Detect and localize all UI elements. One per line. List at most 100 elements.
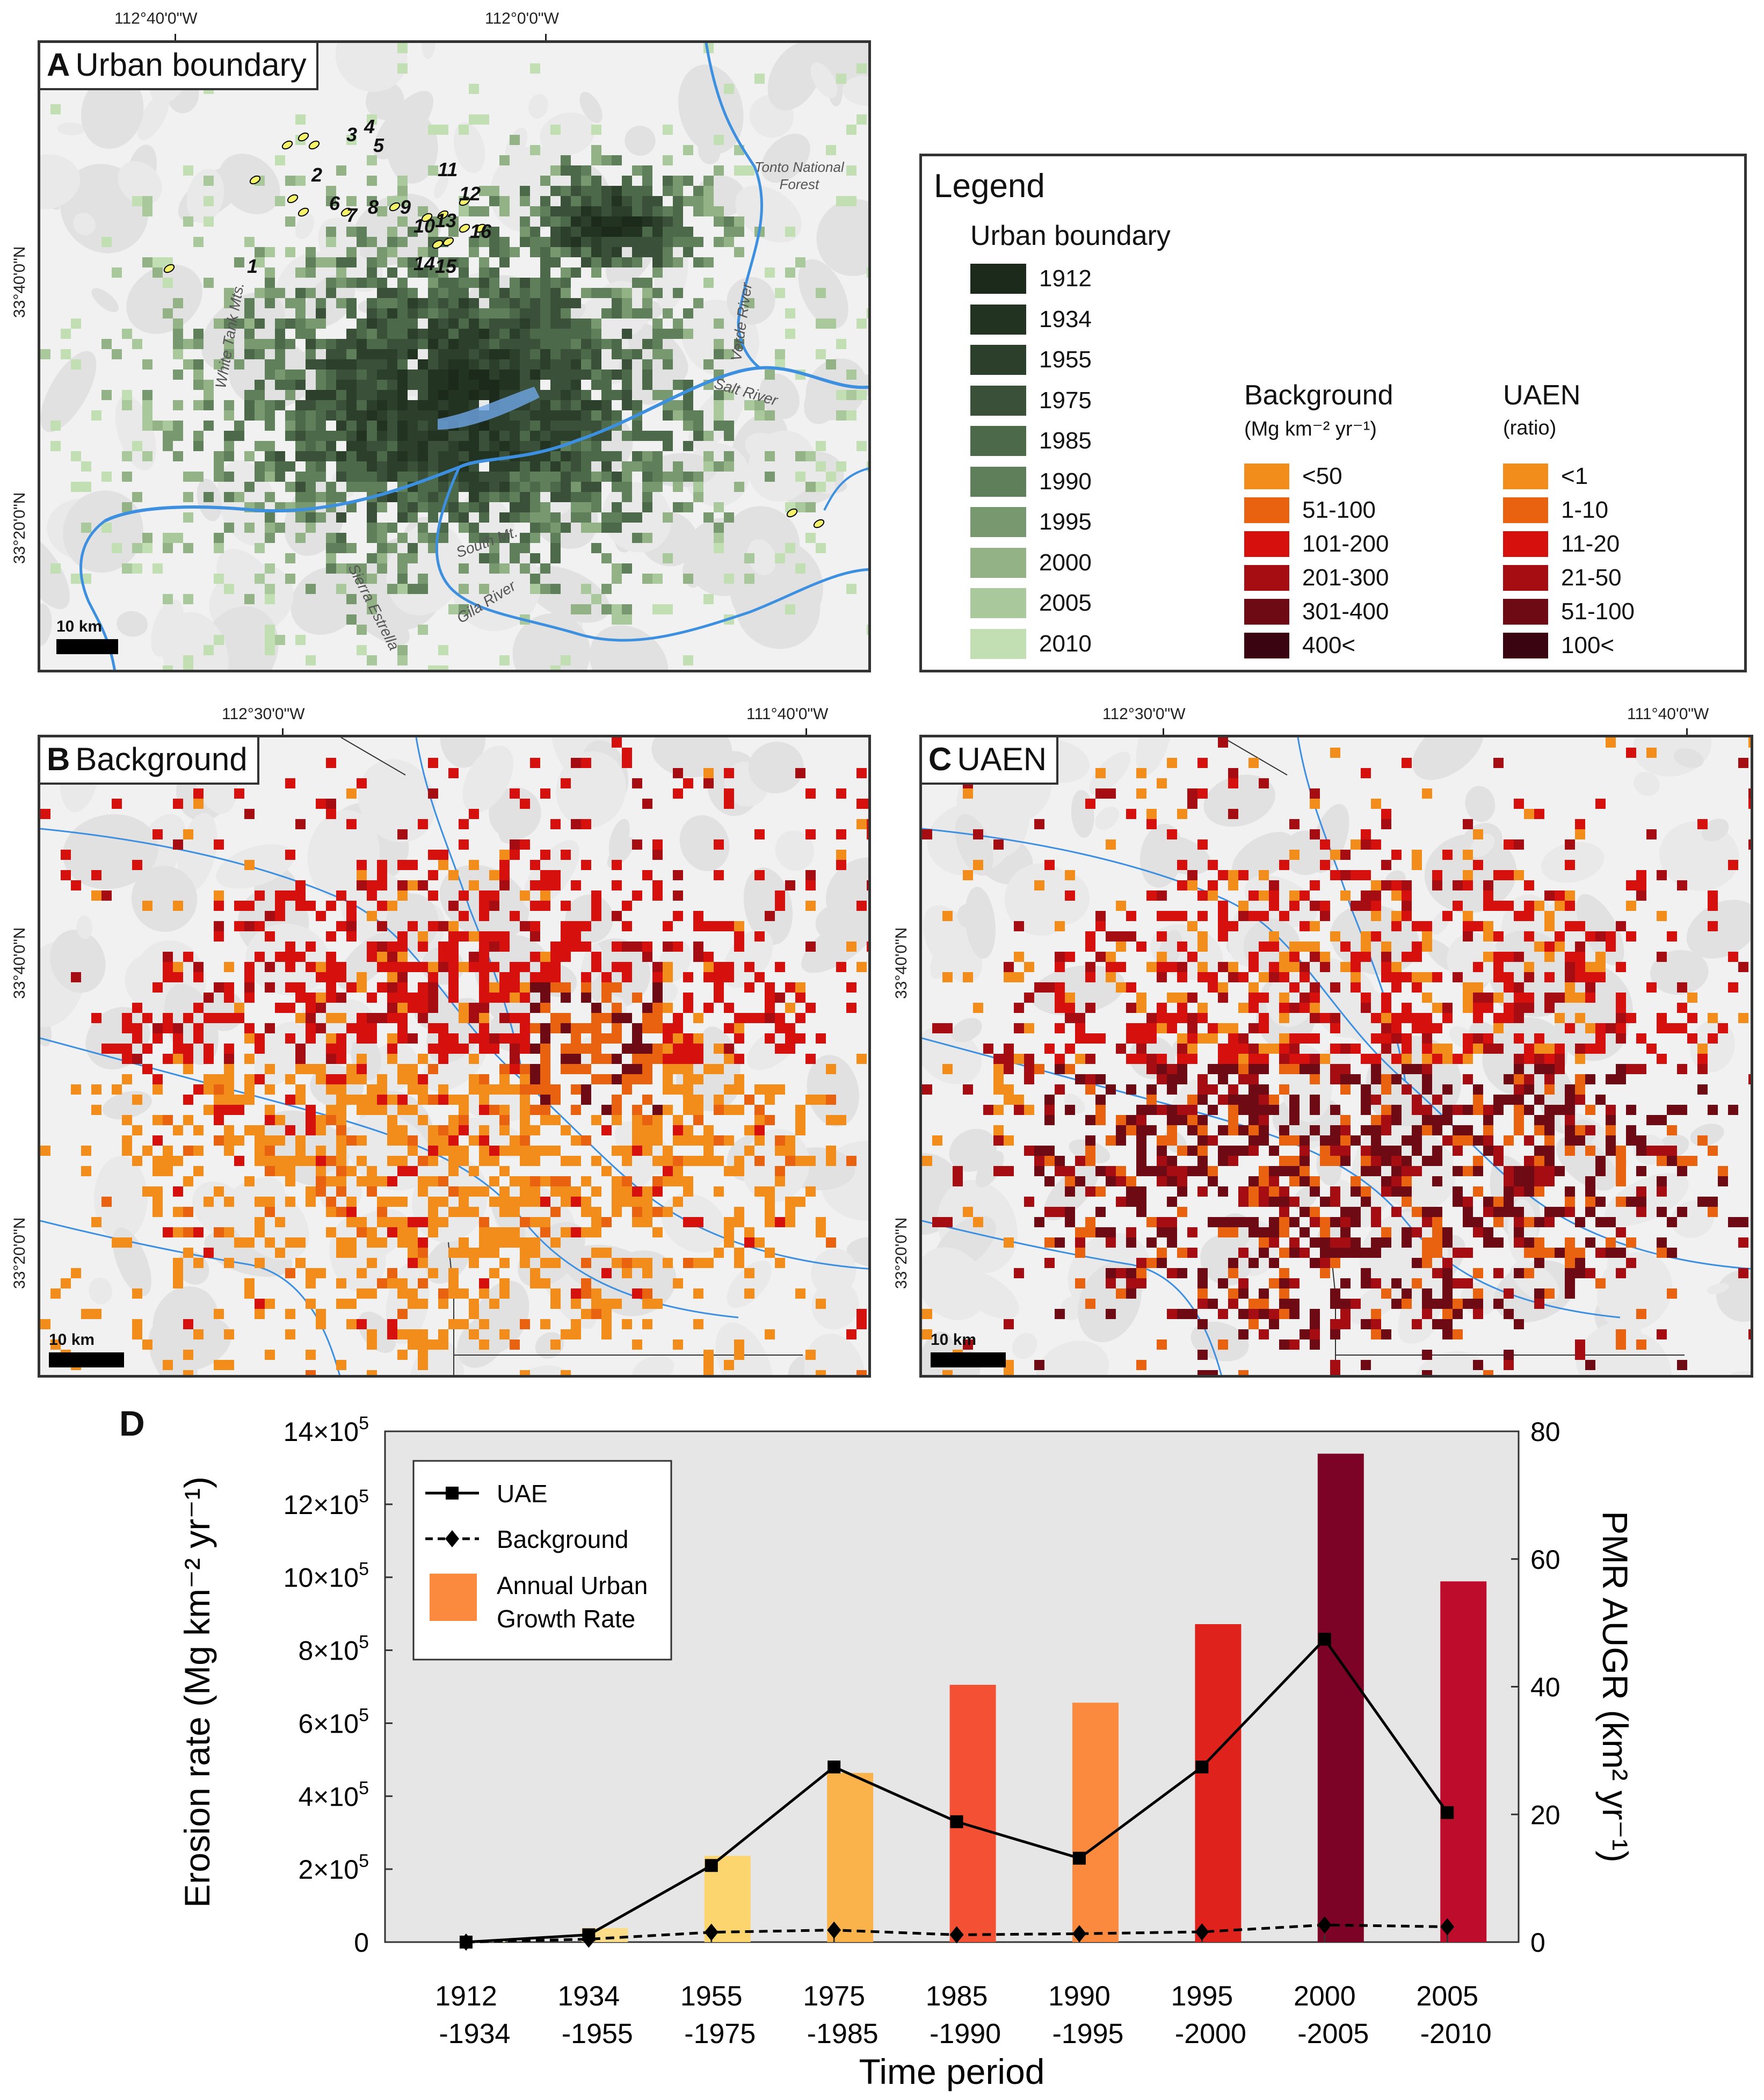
risk-cell bbox=[1687, 1013, 1697, 1023]
risk-cell bbox=[61, 870, 71, 880]
risk-cell bbox=[642, 1074, 652, 1084]
urban-cell bbox=[428, 461, 438, 472]
risk-cell bbox=[1616, 1156, 1626, 1166]
risk-cell bbox=[591, 952, 601, 962]
risk-cell bbox=[693, 1115, 703, 1125]
risk-cell bbox=[193, 1227, 204, 1237]
urban-cell bbox=[224, 492, 234, 502]
risk-cell bbox=[163, 1156, 173, 1166]
risk-cell bbox=[1473, 860, 1483, 870]
risk-cell bbox=[1269, 942, 1279, 952]
urban-cell bbox=[224, 472, 234, 482]
risk-cell bbox=[367, 1288, 377, 1299]
risk-cell bbox=[724, 972, 734, 982]
risk-cell bbox=[438, 1299, 448, 1309]
risk-cell bbox=[316, 1074, 326, 1084]
risk-cell bbox=[193, 788, 204, 799]
risk-cell bbox=[1085, 1299, 1095, 1309]
risk-cell bbox=[1218, 982, 1228, 993]
urban-cell bbox=[530, 492, 540, 502]
risk-cell bbox=[571, 1227, 581, 1237]
urban-cell bbox=[316, 380, 326, 390]
risk-cell bbox=[510, 962, 520, 972]
urban-cell bbox=[306, 329, 316, 339]
risk-cell bbox=[1391, 962, 1402, 972]
risk-cell bbox=[173, 1227, 183, 1237]
urban-cell bbox=[540, 247, 550, 257]
risk-cell bbox=[693, 1156, 703, 1166]
terrain-relief bbox=[1035, 1341, 1109, 1375]
urban-cell bbox=[520, 196, 530, 206]
risk-cell bbox=[397, 1288, 408, 1299]
risk-cell bbox=[1473, 1095, 1483, 1105]
risk-cell bbox=[510, 850, 520, 860]
risk-cell bbox=[765, 1207, 775, 1217]
risk-cell bbox=[1422, 1013, 1432, 1023]
urban-cell bbox=[663, 176, 673, 186]
risk-cell bbox=[1106, 839, 1116, 850]
risk-cell bbox=[214, 1115, 224, 1125]
risk-cell bbox=[1310, 880, 1320, 890]
risk-cell bbox=[418, 1013, 428, 1023]
risk-cell bbox=[265, 1207, 275, 1217]
risk-cell bbox=[336, 1095, 346, 1105]
risk-cell bbox=[1095, 1227, 1106, 1237]
risk-cell bbox=[81, 1166, 91, 1176]
risk-cell bbox=[357, 1156, 367, 1166]
risk-cell bbox=[652, 1044, 663, 1054]
urban-cell bbox=[479, 431, 489, 441]
urban-cell bbox=[581, 329, 591, 339]
risk-cell bbox=[448, 931, 459, 942]
risk-cell bbox=[61, 850, 71, 860]
risk-cell bbox=[408, 880, 418, 890]
urban-cell bbox=[601, 308, 612, 318]
risk-cell bbox=[714, 1105, 724, 1115]
risk-cell bbox=[285, 778, 295, 788]
risk-cell bbox=[520, 839, 530, 850]
urban-cell bbox=[428, 512, 438, 523]
risk-cell bbox=[1177, 972, 1187, 982]
risk-cell bbox=[316, 799, 326, 809]
urban-cell bbox=[50, 104, 61, 114]
risk-cell bbox=[867, 799, 868, 809]
risk-cell bbox=[1310, 1125, 1320, 1135]
risk-cell bbox=[1228, 1288, 1238, 1299]
risk-cell bbox=[418, 1176, 428, 1186]
urban-cell bbox=[622, 563, 632, 574]
risk-cell bbox=[1381, 1074, 1391, 1084]
urban-cell bbox=[418, 370, 428, 380]
risk-cell bbox=[367, 1329, 377, 1339]
risk-cell bbox=[275, 890, 285, 901]
risk-cell bbox=[1136, 1135, 1146, 1146]
risk-cell bbox=[1463, 819, 1473, 829]
urban-cell bbox=[550, 186, 561, 196]
risk-cell bbox=[1738, 1217, 1748, 1227]
risk-cell bbox=[1157, 1227, 1167, 1237]
risk-cell bbox=[1259, 1095, 1269, 1105]
risk-cell bbox=[642, 1319, 652, 1329]
risk-cell bbox=[1116, 982, 1126, 993]
urban-cell bbox=[214, 451, 224, 461]
urban-cell bbox=[438, 267, 448, 278]
risk-cell bbox=[1055, 921, 1065, 931]
risk-cell bbox=[1157, 1217, 1167, 1227]
risk-cell bbox=[1361, 1156, 1371, 1166]
risk-cell bbox=[418, 982, 428, 993]
urban-cell bbox=[397, 278, 408, 288]
risk-cell bbox=[805, 1054, 816, 1064]
urban-cell bbox=[244, 237, 255, 247]
risk-cell bbox=[622, 1146, 632, 1156]
risk-cell bbox=[459, 1248, 469, 1258]
urban-cell bbox=[418, 451, 428, 461]
risk-cell bbox=[479, 1339, 489, 1350]
urban-cell bbox=[601, 472, 612, 482]
urban-cell bbox=[367, 267, 377, 278]
risk-cell bbox=[173, 839, 183, 850]
risk-cell bbox=[1197, 890, 1208, 901]
risk-cell bbox=[408, 1166, 418, 1176]
risk-cell bbox=[867, 880, 868, 890]
risk-cell bbox=[510, 1044, 520, 1054]
risk-cell bbox=[520, 890, 530, 901]
urban-cell bbox=[561, 227, 571, 237]
risk-cell bbox=[765, 1095, 775, 1105]
